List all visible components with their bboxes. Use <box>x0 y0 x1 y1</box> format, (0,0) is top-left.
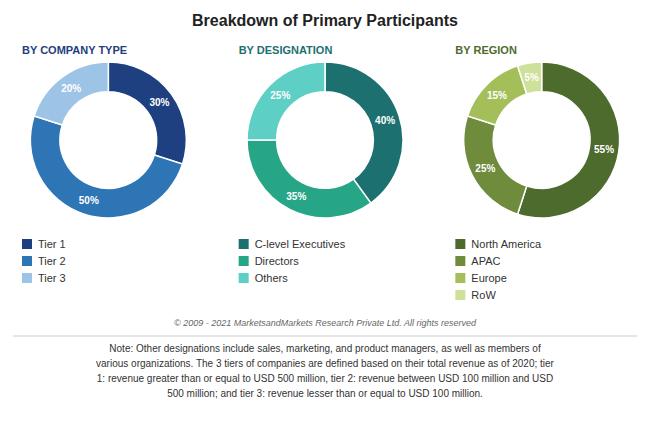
legend-swatch <box>455 256 465 266</box>
separator-line <box>13 336 637 337</box>
note-text: Note: Other designations include sales, … <box>96 343 555 399</box>
legend: C-level Executives Directors Others <box>239 238 346 284</box>
data-label: 30% <box>149 97 169 108</box>
legend-swatch <box>239 256 249 266</box>
donut-chart: BY DESIGNATION 40% 35% 25% C-level Executive… <box>239 44 403 284</box>
donut-slice <box>464 116 527 214</box>
legend-label: RoW <box>471 289 496 301</box>
legend-swatch <box>239 273 249 283</box>
data-label: 5% <box>525 72 540 83</box>
legend-swatch <box>455 290 465 300</box>
chart-subtitle: BY REGION <box>455 44 517 56</box>
donut-chart: BY COMPANY TYPE30%50%20%Tier 1Tier 2Tier… <box>22 44 186 284</box>
legend-label: Tier 3 <box>38 272 66 284</box>
chart-subtitle: BY COMPANY TYPE <box>22 44 127 56</box>
data-label: 55% <box>594 144 614 155</box>
legend: Tier 1 Tier 2 Tier 3 <box>22 238 66 284</box>
legend-label: Others <box>255 272 289 284</box>
donut-slice <box>108 62 186 164</box>
donut-slice <box>518 62 620 218</box>
data-label: 20% <box>61 83 81 94</box>
legend-swatch <box>22 239 32 249</box>
donut-slice <box>325 62 403 203</box>
legend: North America APAC Europe RoW <box>455 238 542 301</box>
copyright-text: © 2009 - 2021 MarketsandMarkets Research… <box>174 318 477 328</box>
figure-title: Breakdown of Primary Participants <box>192 12 458 29</box>
legend-label: APAC <box>471 255 500 267</box>
data-label: 15% <box>487 90 507 101</box>
legend-label: C-level Executives <box>255 238 346 250</box>
legend-label: Europe <box>471 272 506 284</box>
donut-slice <box>247 140 371 218</box>
chart-subtitle: BY DESIGNATION <box>239 44 333 56</box>
data-label: 35% <box>286 191 306 202</box>
legend-swatch <box>455 239 465 249</box>
legend-label: Directors <box>255 255 300 267</box>
donut-slice <box>247 62 325 140</box>
legend-swatch <box>239 239 249 249</box>
data-label: 40% <box>375 115 395 126</box>
legend-label: Tier 1 <box>38 238 66 250</box>
donut-slice <box>30 116 182 218</box>
background <box>0 0 650 429</box>
donut-slice <box>518 62 542 94</box>
data-label: 50% <box>79 195 99 206</box>
legend-label: Tier 2 <box>38 255 66 267</box>
legend-swatch <box>22 273 32 283</box>
donut-slice <box>34 62 108 125</box>
legend-label: North America <box>471 238 542 250</box>
legend-swatch <box>22 256 32 266</box>
data-label: 25% <box>475 163 495 174</box>
donut-chart: BY REGION 55% 25% 15% 5% North America APAC Eur… <box>455 44 619 301</box>
chart-canvas: Breakdown of Primary Participants BY COMP… <box>0 0 650 429</box>
data-label: 25% <box>270 90 290 101</box>
donut-slice <box>467 66 526 125</box>
legend-swatch <box>455 273 465 283</box>
